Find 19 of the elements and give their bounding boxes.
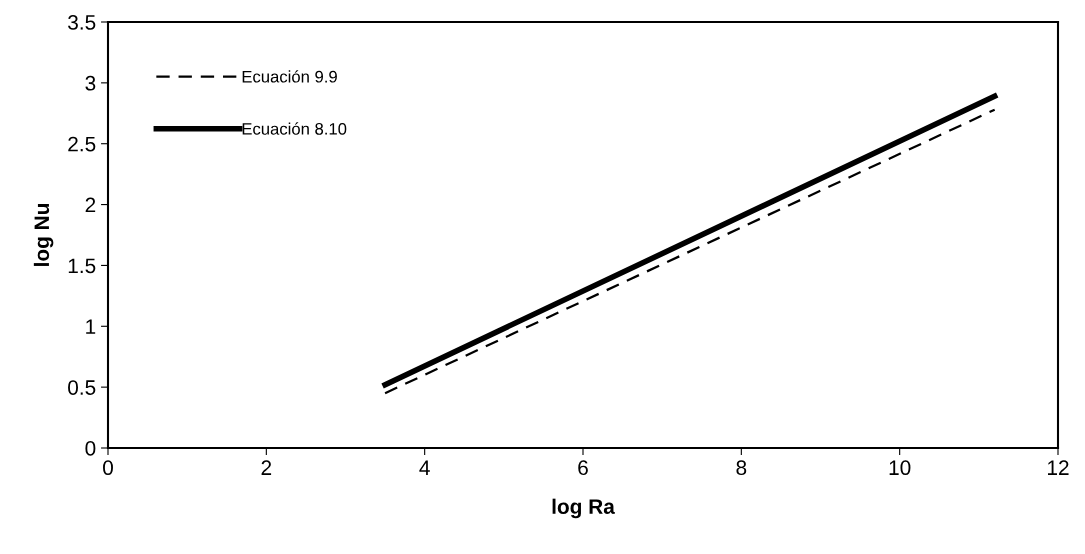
x-axis-title: log Ra: [552, 498, 615, 519]
legend-label: Ecuación 9.9: [242, 70, 337, 83]
y-tick-label: 1.5: [68, 258, 96, 274]
y-tick-label: 2: [85, 197, 96, 213]
legend-label: Ecuación 8.10: [242, 122, 347, 135]
x-tick-label: 0: [103, 460, 113, 476]
y-tick-label: 1: [86, 319, 96, 334]
x-tick-label: 10: [889, 460, 911, 476]
y-tick-label: 0: [85, 441, 96, 456]
x-tick-label: 2: [261, 460, 272, 475]
y-axis-title: log Nu: [33, 203, 54, 266]
x-tick-label: 12: [1048, 460, 1069, 475]
y-tick-label: 3: [85, 75, 96, 91]
x-tick-label: 4: [419, 460, 430, 475]
x-tick-label: 8: [736, 460, 747, 476]
y-tick-label: 2.5: [68, 136, 96, 152]
y-tick-label: 3.5: [68, 15, 96, 30]
y-tick-label: 0.5: [68, 380, 96, 395]
x-tick-label: 6: [578, 460, 588, 476]
